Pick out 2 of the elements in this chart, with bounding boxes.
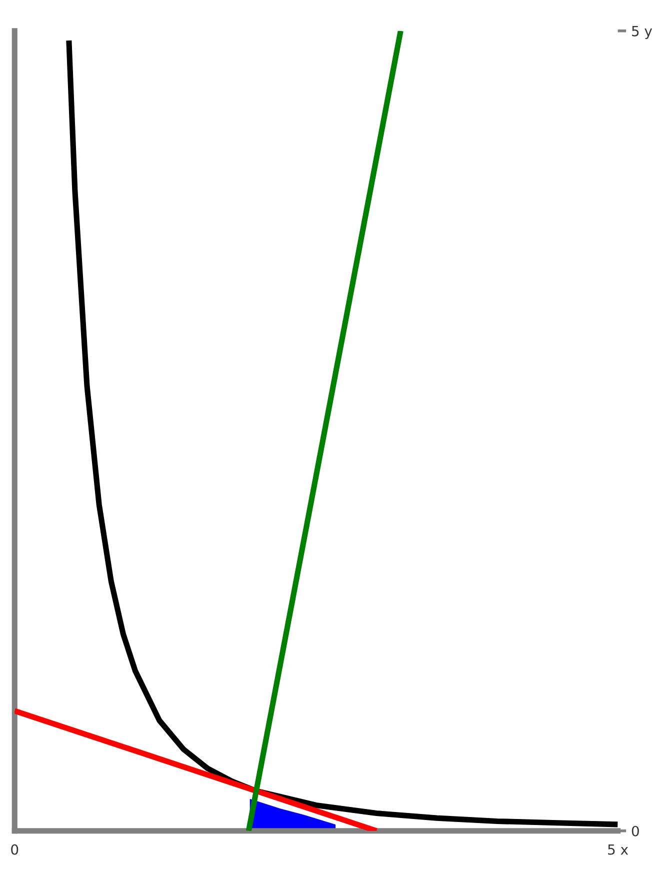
y-tick-label: 5 y	[632, 26, 652, 40]
x-tick-label: 5 x	[608, 844, 628, 855]
